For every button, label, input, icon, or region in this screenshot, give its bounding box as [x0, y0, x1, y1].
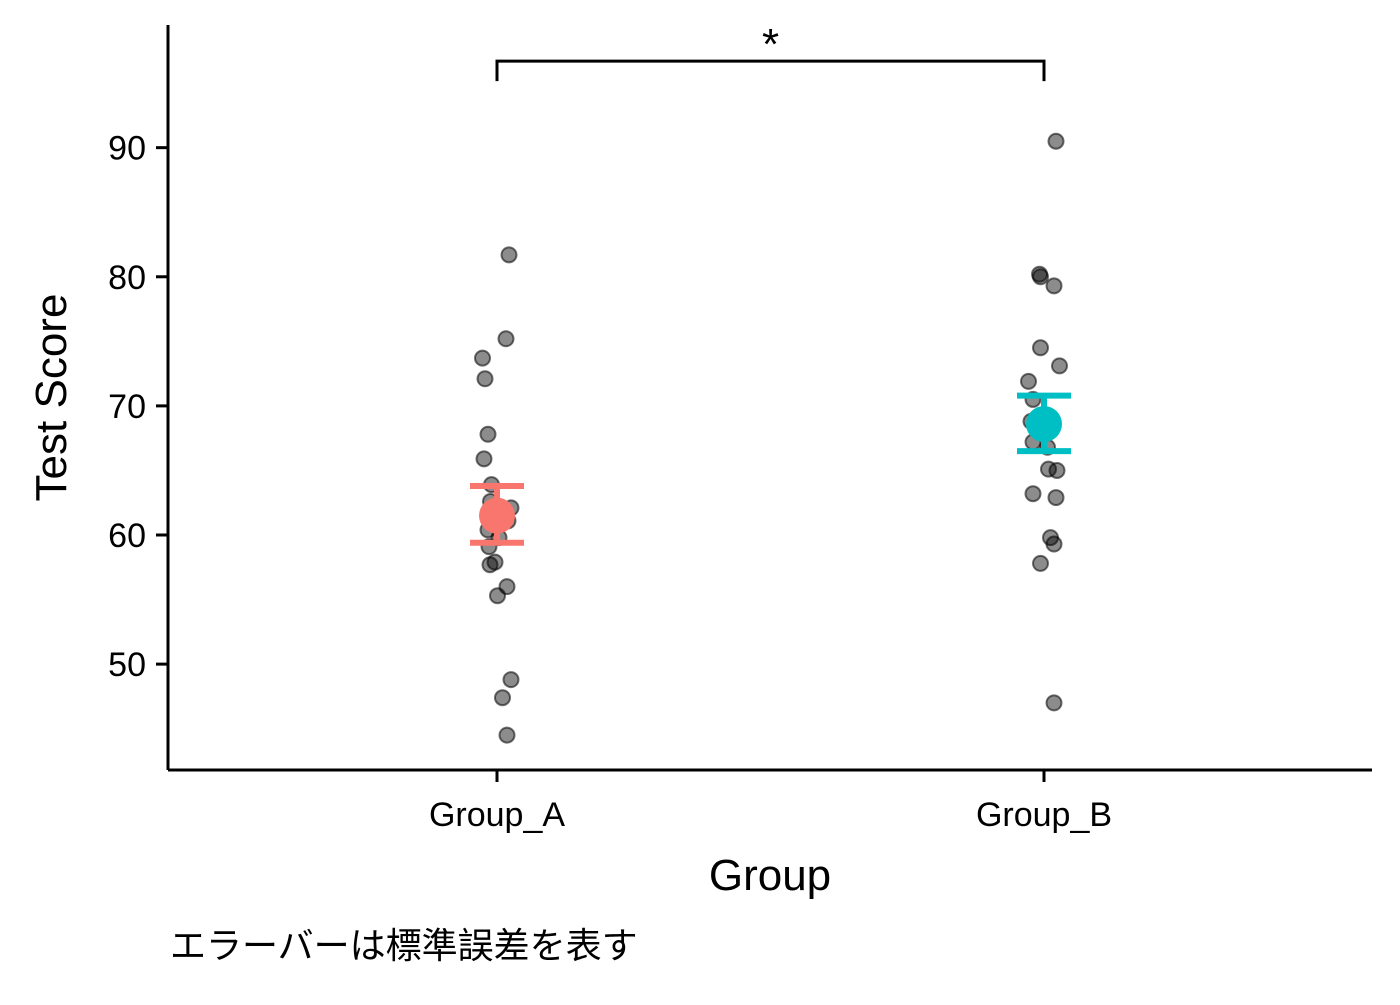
data-point	[1047, 489, 1065, 507]
data-point	[1024, 485, 1042, 503]
x-axis-ticks: Group_A Group_B	[429, 770, 1112, 834]
data-point	[1020, 372, 1037, 390]
mean-point	[1026, 405, 1062, 442]
y-tick-label: 80	[108, 259, 146, 297]
axes: 50 60 70 80 90 Group_A Group_B	[108, 25, 1372, 834]
data-point	[1051, 357, 1068, 375]
error-bar-group-a	[470, 482, 524, 546]
data-point	[497, 330, 515, 348]
significance-label: *	[762, 20, 779, 69]
data-point	[1045, 277, 1063, 295]
mean-point	[479, 497, 515, 534]
data-point	[494, 689, 511, 707]
data-point	[1045, 535, 1063, 553]
y-tick-label: 70	[108, 388, 146, 426]
data-point	[474, 349, 491, 367]
data-point	[1047, 132, 1065, 150]
data-point	[475, 450, 493, 468]
y-tick-label: 90	[108, 130, 146, 168]
data-point	[500, 246, 518, 264]
x-axis-title: Group	[709, 851, 831, 900]
chart-caption: エラーバーは標準誤差を表す	[170, 925, 638, 966]
y-tick-label: 60	[108, 517, 146, 555]
data-point	[1032, 268, 1049, 286]
data-point	[1032, 554, 1049, 572]
error-bar-group-b	[1017, 392, 1071, 455]
data-point	[498, 726, 516, 744]
data-point	[1045, 694, 1063, 712]
y-axis-ticks: 50 60 70 80 90	[108, 130, 168, 684]
data-point	[489, 587, 506, 605]
significance-bracket-line	[495, 59, 1046, 82]
data-point	[502, 671, 520, 689]
significance-bracket: *	[495, 20, 1046, 82]
data-point	[476, 370, 494, 388]
data-point	[1032, 339, 1049, 357]
y-axis-title: Test Score	[27, 294, 76, 502]
x-tick-label: Group_A	[429, 796, 565, 834]
data-point	[479, 425, 497, 443]
y-tick-label: 50	[108, 646, 146, 684]
data-point	[481, 556, 499, 574]
plot-area: *	[470, 20, 1071, 744]
x-tick-label: Group_B	[976, 796, 1112, 834]
data-point	[1048, 461, 1066, 479]
